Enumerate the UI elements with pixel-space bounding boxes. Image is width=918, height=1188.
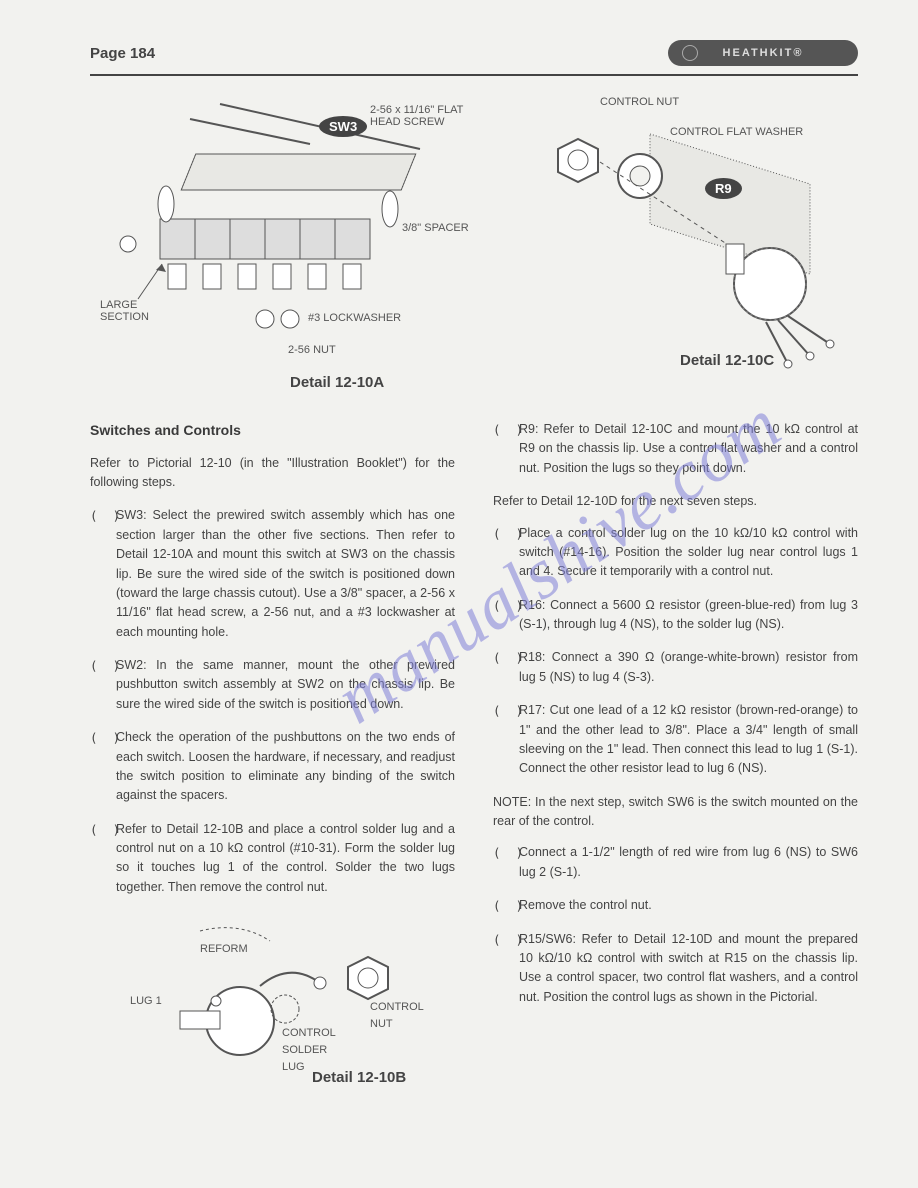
caption-12-10c: Detail 12-10C (680, 352, 774, 369)
step: ( ) Connect a 1-1/2" length of red wire … (493, 843, 858, 882)
callout-screw: 2-56 x 11/16" FLAT HEAD SCREW (370, 104, 480, 128)
step: ( ) SW3: Select the prewired switch asse… (90, 506, 455, 642)
checkbox[interactable]: ( ) (493, 930, 519, 1008)
body-columns: Switches and Controls Refer to Pictorial… (90, 420, 858, 1086)
step-text: Check the operation of the pushbuttons o… (116, 728, 455, 806)
caption-12-10a: Detail 12-10A (290, 374, 384, 391)
brand-badge: HEATHKIT® (668, 40, 858, 66)
step: ( ) R15/SW6: Refer to Detail 12-10D and … (493, 930, 858, 1008)
step-text: Connect a 1-1/2" length of red wire from… (519, 843, 858, 882)
left-column: Switches and Controls Refer to Pictorial… (90, 420, 455, 1086)
caption-12-10b: Detail 12-10B (312, 1066, 406, 1089)
checkbox[interactable]: ( ) (90, 728, 116, 806)
step: ( ) R18: Connect a 390 Ω (orange-white-b… (493, 648, 858, 687)
right-column: ( ) R9: Refer to Detail 12-10C and mount… (493, 420, 858, 1086)
intro-text: Refer to Pictorial 12-10 (in the "Illust… (90, 454, 455, 493)
callout-flat-washer: CONTROL FLAT WASHER (670, 126, 803, 138)
page-header: Page 184 HEATHKIT® (90, 40, 858, 66)
callout-nut: 2-56 NUT (288, 344, 336, 356)
callout-lockwasher: #3 LOCKWASHER (308, 312, 401, 324)
step: ( ) R16: Connect a 5600 Ω resistor (gree… (493, 596, 858, 635)
step: ( ) R17: Cut one lead of a 12 kΩ resisto… (493, 701, 858, 779)
step: ( ) R9: Refer to Detail 12-10C and mount… (493, 420, 858, 478)
step-text: R16: Connect a 5600 Ω resistor (green-bl… (519, 596, 858, 635)
header-rule (90, 74, 858, 76)
page: Page 184 HEATHKIT® (0, 0, 918, 1188)
checkbox[interactable]: ( ) (90, 820, 116, 898)
checkbox[interactable]: ( ) (493, 896, 519, 915)
note-text: NOTE: In the next step, switch SW6 is th… (493, 793, 858, 832)
callout-reform: REFORM (200, 941, 248, 958)
sw3-badge: SW3 (319, 116, 367, 137)
checkbox[interactable]: ( ) (493, 648, 519, 687)
step: ( ) Place a control solder lug on the 10… (493, 524, 858, 582)
step: ( ) Check the operation of the pushbutto… (90, 728, 455, 806)
step-text: SW2: In the same manner, mount the other… (116, 656, 455, 714)
callout-spacer: 3/8" SPACER (402, 222, 469, 234)
step-text: R18: Connect a 390 Ω (orange-white-brown… (519, 648, 858, 687)
checkbox[interactable]: ( ) (90, 506, 116, 642)
checkbox[interactable]: ( ) (493, 596, 519, 635)
figure-12-10a: SW3 2-56 x 11/16" FLAT HEAD SCREW 3/8" S… (90, 94, 490, 394)
callout-control-nut-b: CONTROL NUT (370, 999, 430, 1033)
figure-12-10c: R9 CONTROL NUT CONTROL FLAT WASHER Detai… (510, 94, 870, 394)
checkbox[interactable]: ( ) (90, 656, 116, 714)
step-text: R17: Cut one lead of a 12 kΩ resistor (b… (519, 701, 858, 779)
callout-large-section: LARGE SECTION (100, 299, 160, 323)
step: ( ) Refer to Detail 12-10B and place a c… (90, 820, 455, 898)
callout-lug1: LUG 1 (130, 993, 162, 1010)
callout-control-nut: CONTROL NUT (600, 96, 679, 108)
section-title: Switches and Controls (90, 420, 455, 442)
step: ( ) SW2: In the same manner, mount the o… (90, 656, 455, 714)
checkbox[interactable]: ( ) (493, 420, 519, 478)
figures-row: SW3 2-56 x 11/16" FLAT HEAD SCREW 3/8" S… (90, 94, 858, 414)
step-text: R15/SW6: Refer to Detail 12-10D and moun… (519, 930, 858, 1008)
step-text: R9: Refer to Detail 12-10C and mount the… (519, 420, 858, 478)
mid-note: Refer to Detail 12-10D for the next seve… (493, 492, 858, 511)
step-text: Remove the control nut. (519, 896, 858, 915)
checkbox[interactable]: ( ) (493, 701, 519, 779)
step: ( ) Remove the control nut. (493, 896, 858, 915)
figure-12-10b: REFORM LUG 1 CONTROL NUT CONTROL SOLDER … (90, 911, 455, 1086)
r9-badge: R9 (705, 178, 742, 199)
figure-12-10c-svg (510, 94, 870, 394)
page-number: Page 184 (90, 45, 155, 62)
step-text: Place a control solder lug on the 10 kΩ/… (519, 524, 858, 582)
step-text: Refer to Detail 12-10B and place a contr… (116, 820, 455, 898)
checkbox[interactable]: ( ) (493, 524, 519, 582)
checkbox[interactable]: ( ) (493, 843, 519, 882)
step-text: SW3: Select the prewired switch assembly… (116, 506, 455, 642)
